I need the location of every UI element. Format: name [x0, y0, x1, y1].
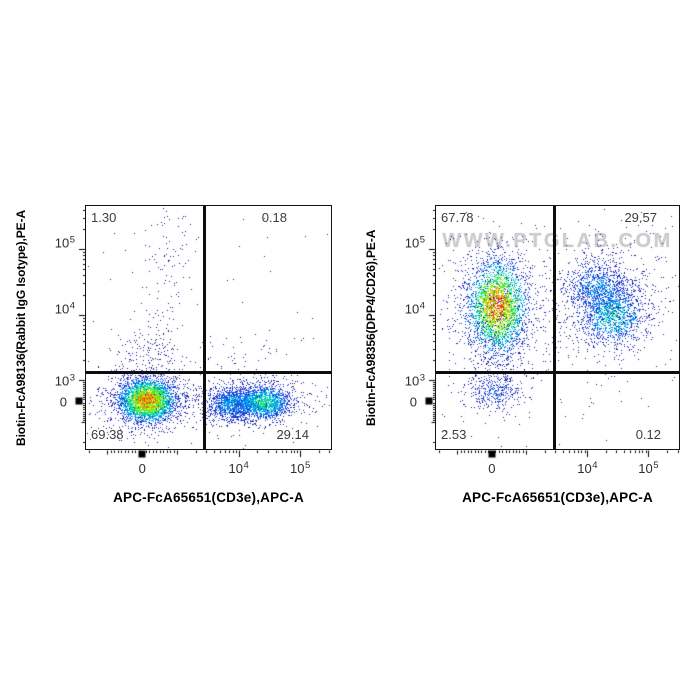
figure: WWW.PTGLAB.COM Biotin-FcA98136(Rabbit Ig…	[0, 0, 700, 700]
scatter-dots-canvas	[0, 0, 700, 700]
